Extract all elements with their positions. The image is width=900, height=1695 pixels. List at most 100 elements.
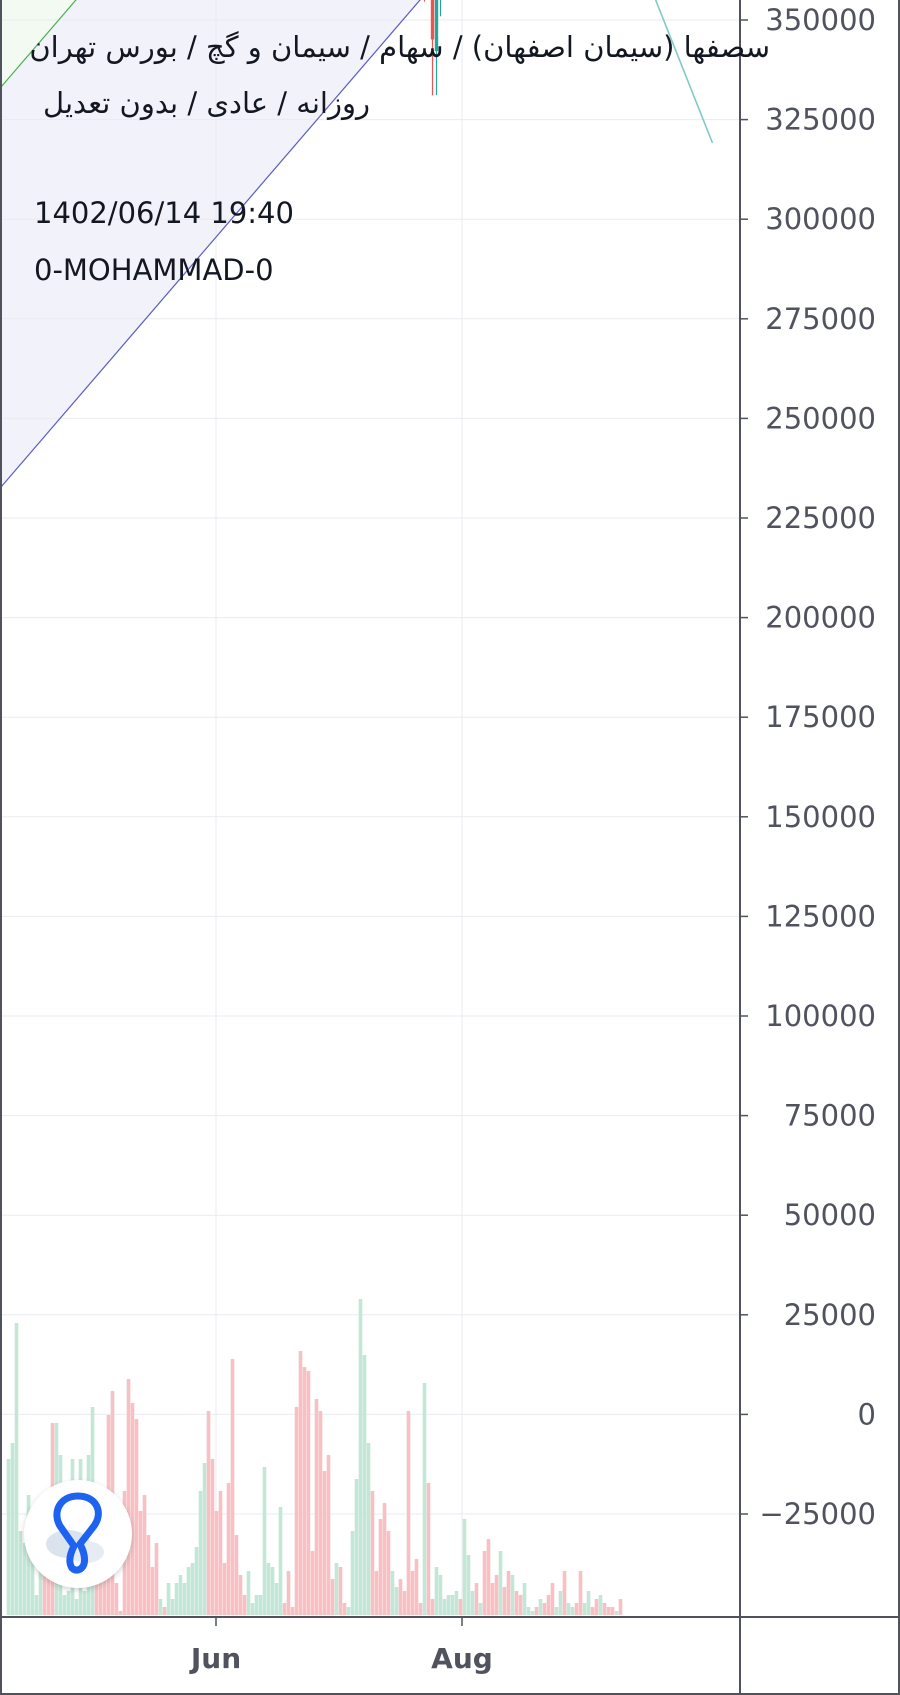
volume-bar [566, 1603, 571, 1615]
volume-bar [330, 1579, 335, 1615]
volume-bar [242, 1595, 247, 1615]
pitchfork-lines [0, 0, 714, 489]
volume-bar [414, 1559, 419, 1615]
volume-bar [550, 1583, 555, 1615]
volume-bar [374, 1571, 379, 1615]
volume-bar [170, 1599, 175, 1615]
grid-lines [0, 0, 740, 1617]
volume-bar [322, 1471, 327, 1615]
chart-subtitle: روزانه / عادی / بدون تعدیل [43, 86, 370, 120]
volume-bar [358, 1299, 363, 1615]
y-tick-label: 225000 [765, 501, 876, 535]
volume-bar [310, 1551, 315, 1615]
volume-bar [186, 1567, 191, 1615]
volume-bar [434, 1567, 439, 1615]
volume-bar [14, 1323, 19, 1615]
volume-bar [286, 1571, 291, 1615]
volume-bar [586, 1591, 591, 1615]
volume-bar [466, 1555, 471, 1615]
volume-bar [362, 1355, 367, 1615]
volume-bar [338, 1567, 343, 1615]
volume-bar [246, 1571, 251, 1615]
volume-bar [206, 1411, 211, 1615]
volume-bar [66, 1591, 71, 1615]
volume-bar [486, 1539, 491, 1615]
volume-bar [282, 1603, 287, 1615]
y-tick-label: −25000 [759, 1497, 876, 1531]
volume-bar [222, 1563, 227, 1615]
volume-bar [378, 1519, 383, 1615]
x-tick-label: Jun [189, 1642, 241, 1675]
volume-bar [162, 1607, 167, 1615]
y-tick-label: 350000 [765, 3, 876, 37]
y-tick-label: 100000 [765, 999, 876, 1033]
volume-bar [298, 1351, 303, 1615]
volume-bar [166, 1583, 171, 1615]
volume-bar [422, 1383, 427, 1615]
time-axis-panel [0, 1617, 900, 1695]
volume-bar [198, 1491, 203, 1615]
volume-bar [326, 1455, 331, 1615]
volume-bar [470, 1591, 475, 1615]
volume-bar [74, 1599, 79, 1615]
y-tick-label: 150000 [765, 800, 876, 834]
tradingview-logo-button[interactable] [24, 1480, 132, 1588]
volume-bar [590, 1607, 595, 1615]
volume-bar [458, 1599, 463, 1615]
volume-bar [502, 1587, 507, 1615]
volume-bar [302, 1367, 307, 1615]
volume-bar [494, 1575, 499, 1615]
volume-bar [562, 1571, 567, 1615]
volume-bar [190, 1563, 195, 1615]
volume-bar [250, 1603, 255, 1615]
volume-bar [618, 1599, 623, 1615]
y-tick-label: 250000 [765, 401, 876, 435]
volume-bar [574, 1603, 579, 1615]
y-tick-label: 300000 [765, 202, 876, 236]
volume-bar [530, 1611, 535, 1615]
volume-bar [114, 1583, 119, 1615]
volume-bar [174, 1583, 179, 1615]
volume-bar [214, 1511, 219, 1615]
pitchfork-band-lower [0, 0, 420, 488]
volume-bar [230, 1359, 235, 1615]
volume-bar [402, 1591, 407, 1615]
volume-bar [474, 1583, 479, 1615]
volume-bar [278, 1507, 283, 1615]
volume-bar [498, 1551, 503, 1615]
volume-bar [350, 1531, 355, 1615]
volume-bar [454, 1591, 459, 1615]
volume-bar [394, 1587, 399, 1615]
volume-bar [134, 1419, 139, 1615]
volume-bar [294, 1407, 299, 1615]
y-tick-label: 0 [858, 1397, 876, 1431]
volume-bar [178, 1575, 183, 1615]
volume-bar [410, 1571, 415, 1615]
volume-bar [438, 1575, 443, 1615]
volume-bar [558, 1591, 563, 1615]
volume-bar [546, 1595, 551, 1615]
volume-bar [138, 1511, 143, 1615]
volume-bar [478, 1603, 483, 1615]
volume-bar [354, 1479, 359, 1615]
candle-body [434, 0, 439, 52]
volume-bar [442, 1599, 447, 1615]
volume-bar [254, 1595, 259, 1615]
volume-bar [518, 1595, 523, 1615]
volume-bar [578, 1571, 583, 1615]
volume-bar [426, 1483, 431, 1615]
pitchfork-fills [0, 0, 420, 488]
volume-bar [366, 1443, 371, 1615]
volume-bar [62, 1595, 67, 1615]
volume-bar [102, 1551, 107, 1615]
volume-bar [142, 1495, 147, 1615]
volume-bar [130, 1403, 135, 1615]
volume-bar [346, 1607, 351, 1615]
volume-bar [38, 1547, 43, 1615]
volume-bar [218, 1491, 223, 1615]
candle-body [430, 0, 435, 40]
volume-bar [534, 1607, 539, 1615]
volume-bar [194, 1547, 199, 1615]
volume-bar [158, 1599, 163, 1615]
